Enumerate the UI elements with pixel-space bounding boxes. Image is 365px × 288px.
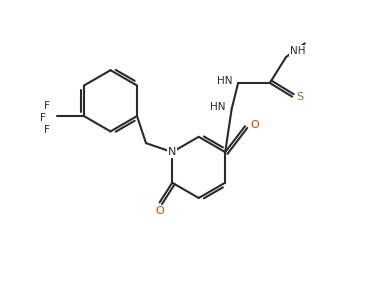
Text: F: F — [44, 125, 50, 135]
Text: F: F — [41, 113, 46, 123]
Text: N: N — [168, 147, 176, 157]
Text: S: S — [296, 92, 304, 102]
Text: NH: NH — [290, 46, 305, 56]
Text: HN: HN — [210, 102, 226, 112]
Text: HN: HN — [217, 76, 232, 86]
Text: F: F — [44, 101, 50, 111]
Text: O: O — [155, 206, 164, 217]
Text: O: O — [251, 120, 260, 130]
